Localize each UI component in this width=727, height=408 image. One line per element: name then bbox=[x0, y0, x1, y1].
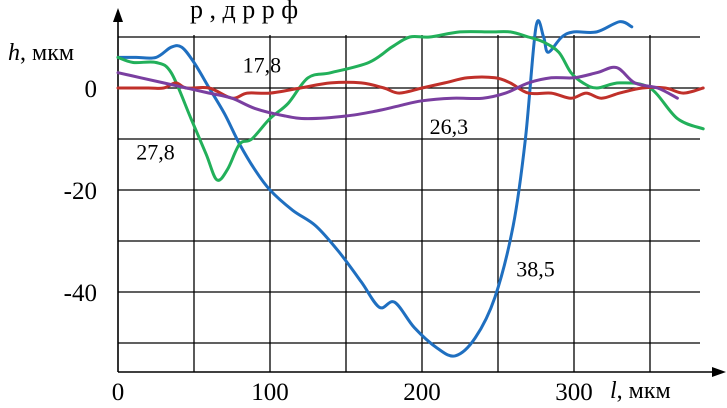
y-tick-label: -20 bbox=[64, 178, 97, 205]
x-tick-label: 200 bbox=[403, 379, 441, 406]
axes bbox=[113, 8, 726, 377]
curve-annotation: 17,8 bbox=[243, 53, 282, 78]
curve-annotation: 26,3 bbox=[430, 114, 469, 139]
x-axis-label: l, мкм bbox=[610, 378, 671, 404]
grid bbox=[118, 35, 700, 372]
annotations: 17,8 27,8 26,3 38,5 bbox=[136, 53, 555, 282]
series-line-1 bbox=[116, 19, 634, 358]
curve-annotation: 27,8 bbox=[136, 139, 175, 164]
series-line-4 bbox=[116, 65, 679, 121]
y-axis-arrow-icon bbox=[113, 8, 123, 22]
x-tick-label: 300 bbox=[555, 379, 593, 406]
curve-annotation: 38,5 bbox=[516, 257, 555, 282]
tick-labels: 0 100 200 300 0 -20 -40 bbox=[64, 76, 593, 406]
x-tick-label: 100 bbox=[251, 379, 289, 406]
series-group bbox=[116, 19, 705, 358]
header-fragment: р , д р р ф bbox=[190, 0, 298, 24]
x-tick-label: 0 bbox=[112, 379, 125, 406]
y-tick-label: -40 bbox=[64, 280, 97, 307]
x-axis-arrow-icon bbox=[712, 367, 726, 377]
series-line-3 bbox=[116, 75, 705, 100]
y-tick-label: 0 bbox=[85, 76, 98, 103]
y-axis-label: h, мкм bbox=[8, 40, 74, 66]
series-line-2 bbox=[116, 30, 705, 182]
